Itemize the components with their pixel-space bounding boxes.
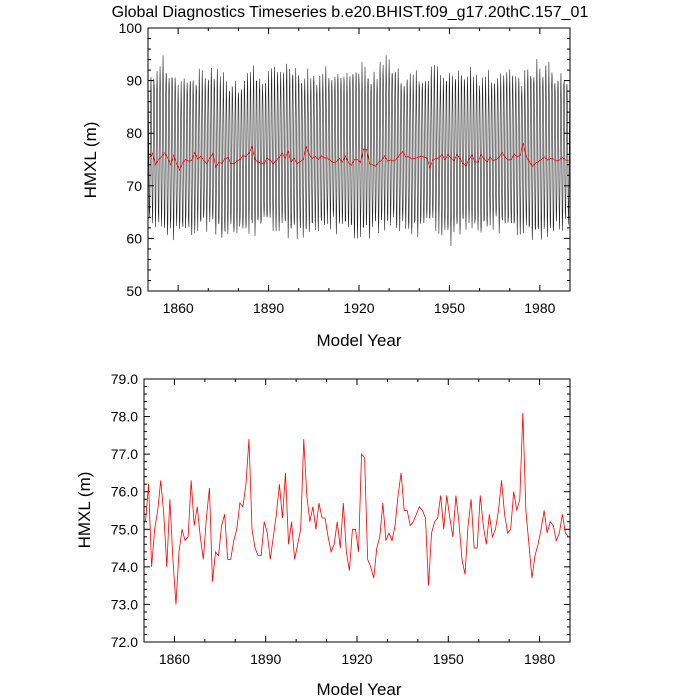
bottom-y-tick-label: 78.0 — [111, 409, 138, 425]
top-y-tick-label: 50 — [126, 283, 142, 299]
bottom-y-tick-label: 77.0 — [111, 446, 138, 462]
top-y-tick-label: 70 — [126, 178, 142, 194]
top-panel: 50 60 70 80 90 100 1860 1890 1920 1950 1980 Model … — [81, 20, 571, 350]
bottom-x-tick-label: 1950 — [433, 651, 464, 667]
top-series-annual-line — [149, 143, 569, 172]
top-y-tick-label: 60 — [126, 230, 142, 246]
top-x-axis-label: Model Year — [316, 331, 401, 350]
bottom-y-axis-label: HMXL (m) — [75, 472, 94, 549]
top-x-tick-label: 1890 — [253, 300, 284, 316]
top-y-tick-label: 80 — [126, 125, 142, 141]
bottom-y-tick-label: 72.0 — [111, 634, 138, 650]
bottom-series-annual-line — [145, 412, 569, 605]
bottom-y-tick-label: 79.0 — [111, 371, 138, 387]
top-x-tick-label: 1980 — [524, 300, 555, 316]
bottom-x-tick-label: 1920 — [341, 651, 372, 667]
top-y-axis-label: HMXL (m) — [81, 122, 100, 199]
bottom-plot-frame — [143, 378, 571, 643]
bottom-x-tick-label: 1980 — [524, 651, 555, 667]
top-series-group — [147, 55, 571, 246]
bottom-x-tick-label: 1860 — [159, 651, 190, 667]
bottom-y-tick-label: 75.0 — [111, 521, 138, 537]
top-y-tick-label: 100 — [119, 20, 143, 36]
bottom-x-axis-label: Model Year — [316, 680, 401, 699]
bottom-x-tick-label: 1890 — [250, 651, 281, 667]
top-y-tick-label: 90 — [126, 73, 142, 89]
bottom-y-tick-label: 76.0 — [111, 484, 138, 500]
bottom-axis-ticks: 72.0 73.0 74.0 75.0 76.0 77.0 78.0 79.0 1860 1890… — [111, 371, 571, 667]
bottom-panel: 72.0 73.0 74.0 75.0 76.0 77.0 78.0 79.0 1860 1890… — [75, 371, 571, 699]
bottom-series-group — [145, 412, 569, 605]
top-x-tick-label: 1860 — [163, 300, 194, 316]
top-x-tick-label: 1950 — [434, 300, 465, 316]
bottom-y-tick-label: 74.0 — [111, 559, 138, 575]
figure-title: Global Diagnostics Timeseries b.e20.BHIS… — [112, 4, 589, 21]
top-axis-ticks: 50 60 70 80 90 100 1860 1890 1920 1950 1980 — [119, 20, 571, 316]
top-x-tick-label: 1920 — [343, 300, 374, 316]
top-series-monthly-line — [147, 55, 571, 246]
bottom-y-tick-label: 73.0 — [111, 596, 138, 612]
top-plot-frame — [147, 27, 571, 292]
